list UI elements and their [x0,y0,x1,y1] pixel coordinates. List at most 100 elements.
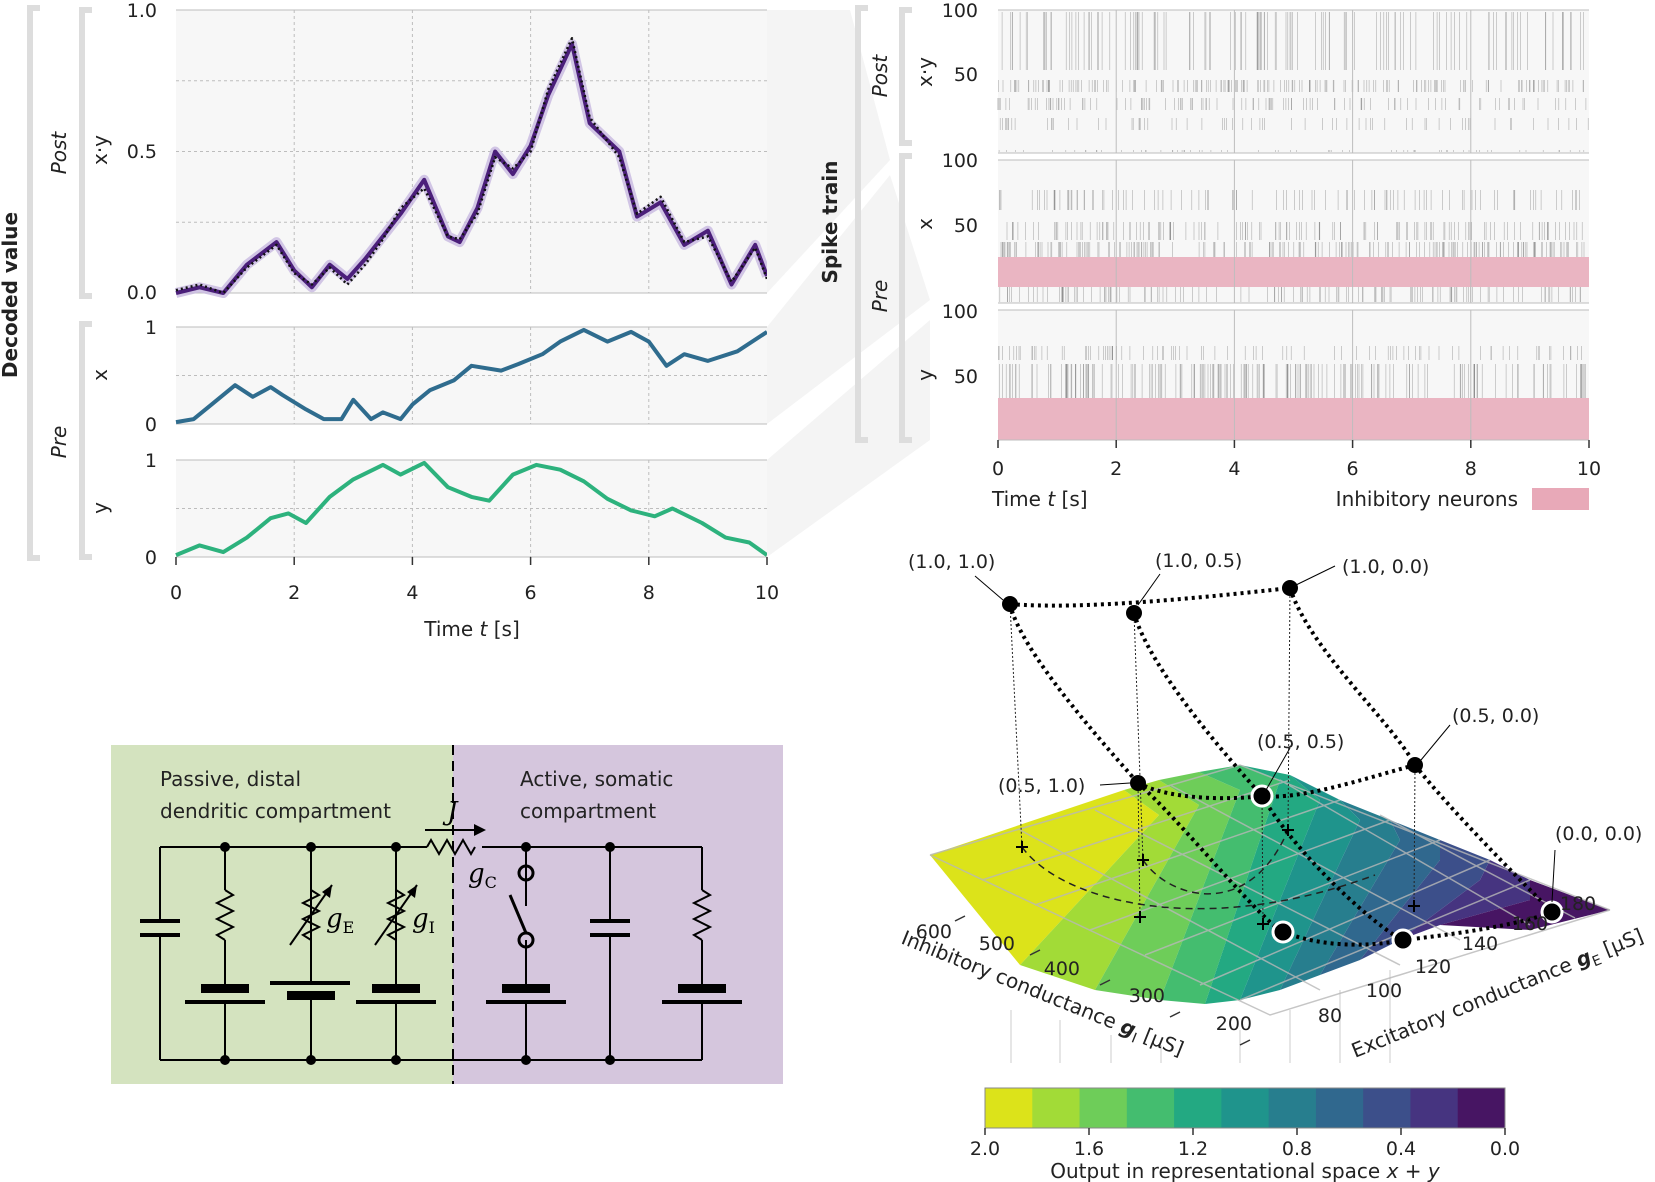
colorbar-swatch [1457,1088,1506,1128]
raster-ytick-x-50: 50 [954,215,978,237]
raster-ytick-y-100: 100 [942,301,978,323]
variable-arrow-ge-head [322,885,332,898]
ytick-x-1: 1 [145,317,157,339]
variable-arrow-ge [289,884,333,946]
gi-axis-ticks [954,915,1251,1046]
ytick-xy-0: 0.0 [127,282,157,304]
ytick-x-0: 0 [145,414,157,436]
battery-gi [356,984,436,1004]
surface-points [1002,580,1564,952]
colorbar-tick-label: 1.2 [1178,1138,1208,1160]
raster-side-label: Spike train [818,161,842,284]
raster-legend-swatch [1532,488,1589,510]
ge-tick-140: 140 [1462,933,1498,955]
label-point-1-1: (1.0, 1.0) [908,551,995,573]
projection-curves [1021,829,1376,910]
raster-row-label-x: x [913,218,937,230]
raster-post-label: Post [868,54,892,98]
colorbar-swatch [1079,1088,1128,1128]
current-arrow-head [474,824,486,836]
ge-tick-100: 100 [1366,980,1402,1002]
battery-soma-active [486,984,566,1004]
colorbar-swatch [1174,1088,1222,1128]
switch-contact-top [517,864,535,882]
raster-pre-label: Pre [868,280,892,313]
label-point-1-05: (1.0, 0.5) [1155,550,1242,572]
connector-x [767,175,930,424]
capacitor-soma [590,919,630,937]
surface-band-9 [1360,840,1490,960]
xtick-label: 8 [643,582,655,604]
xtick-label: 10 [755,582,779,604]
surface-band-11 [1440,880,1610,930]
colorbar-label: Output in representational space x + y [1050,1159,1441,1182]
decoded-side-label: Decoded value [0,212,22,378]
raster-row-label-y: y [913,369,937,381]
xtick-label: 2 [288,582,300,604]
colorbar-swatch [1315,1088,1364,1128]
ytick-y-0: 0 [145,547,157,569]
floor-guides [1010,970,1391,1063]
colorbar-swatch [1221,1088,1270,1128]
colorbar-swatch [985,1088,1033,1128]
decoded-line [175,460,769,557]
surface-band-4 [1160,765,1280,1004]
colorbar-tick-label: 0.0 [1490,1138,1520,1160]
raster-ytick-y-50: 50 [954,366,978,388]
ylabel-xy: x·y [88,135,112,165]
drop-lines [1009,587,1416,925]
surface-band-6 [1240,775,1360,1000]
colorbar-swatch [1363,1088,1411,1128]
decoded-pre-label: Pre [47,426,71,459]
decoded-xlabel: Time t [s] [423,617,520,641]
colorbar-swatch [1126,1088,1175,1128]
xtick-label: 4 [406,582,418,604]
label-point-0-0: (0.0, 0.0) [1555,823,1642,845]
ylabel-y: y [88,502,112,514]
label-point-05-1: (0.5, 1.0) [998,775,1085,797]
colorbar-tick-label: 1.6 [1074,1138,1104,1160]
raster-xtick-label: 8 [1465,458,1477,480]
inhibitory-band-x [998,257,1589,287]
callout-lines [974,565,1556,903]
gi-tick-400: 400 [1044,958,1080,980]
decoded-grid [176,9,767,558]
variable-arrow-gi-head [407,885,417,898]
resistor-gc [426,837,476,857]
raster-ytick-xy-100: 100 [942,0,978,22]
raster-row-label-xy: x·y [913,57,937,87]
ytick-y-1: 1 [145,450,157,472]
raster-xy-bg [998,10,1589,153]
gi-label: gI [412,904,435,937]
ge-tick-120: 120 [1415,956,1451,978]
ge-tick-80: 80 [1318,1005,1342,1027]
decoded-lines [174,37,772,557]
label-point-05-05: (0.5, 0.5) [1257,731,1344,753]
surface-grid [929,764,1611,1016]
raster-post-bracket [899,7,912,146]
battery-leak-dendrite [185,984,265,1004]
inhibitory-band-y [998,398,1589,440]
battery-leak-soma [662,984,742,1004]
ge-label: gE [326,904,354,937]
ytick-xy-05: 0.5 [127,141,157,163]
surface-band-1 [930,790,1159,965]
ytick-xy-1: 1.0 [127,0,157,22]
decoded-post-label: Post [47,131,71,175]
raster-xtick-label: 4 [1228,458,1240,480]
colorbar-tick-label: 2.0 [970,1138,1000,1160]
resistor-leak-soma [691,889,713,941]
gi-tick-500: 500 [979,933,1015,955]
colorbar-tick-label: 0.8 [1282,1138,1312,1160]
circuit-right-bg [453,745,783,1084]
gi-tick-300: 300 [1129,985,1165,1007]
capacitor-dendrite [140,919,180,937]
surface-band-2 [1020,780,1199,990]
raster-xlabel: Time t [s] [991,487,1088,511]
raster-panel: Spike train Post Pre x·y x y 100 50 100 … [818,0,1601,511]
gc-label: gC [468,859,497,892]
ylabel-x: x [88,369,112,381]
circuit-left-text-1: Passive, distal [160,767,301,791]
circuit-left-text-2: dendritic compartment [160,799,391,823]
